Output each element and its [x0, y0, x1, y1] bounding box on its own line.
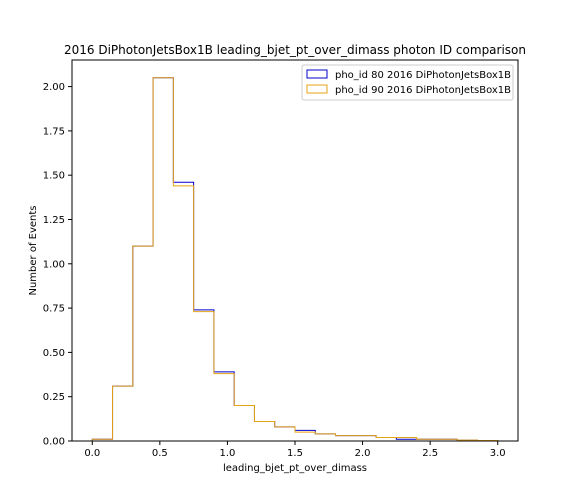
chart-title: 2016 DiPhotonJetsBox1B leading_bjet_pt_o… [64, 43, 526, 57]
y-tick-label: 1.50 [43, 171, 65, 182]
y-tick-label: 2.00 [43, 82, 65, 93]
y-tick-label: 0.50 [43, 348, 65, 359]
plot-area [71, 59, 519, 442]
y-tick-label: 0.25 [43, 392, 65, 403]
legend-label-2: pho_id 90 2016 DiPhotonJetsBox1B [335, 85, 511, 96]
series-line-2 [91, 77, 499, 441]
legend-label-1: pho_id 80 2016 DiPhotonJetsBox1B [335, 70, 511, 81]
plot-frame [71, 59, 519, 442]
x-tick-label: 2.0 [355, 448, 371, 459]
legend-swatch-1 [306, 69, 328, 79]
legend-box [301, 64, 514, 101]
y-axis-title: Number of Events [28, 205, 39, 295]
legend: pho_id 80 2016 DiPhotonJetsBox1B pho_id 9… [301, 64, 514, 101]
x-axis: 0.0 0.5 1.0 1.5 2.0 2.5 3.0 [84, 441, 506, 459]
y-tick-label: 1.00 [43, 259, 65, 270]
x-tick-label: 1.0 [219, 448, 235, 459]
x-tick-label: 2.5 [422, 448, 438, 459]
y-tick-label: 0.75 [43, 304, 65, 315]
y-tick-label: 0.00 [43, 437, 65, 448]
y-tick-label: 1.25 [43, 215, 65, 226]
legend-swatch-2 [306, 84, 328, 94]
x-tick-label: 3.0 [490, 448, 506, 459]
y-tick-label: 1.75 [43, 126, 65, 137]
x-axis-title: leading_bjet_pt_over_dimass [223, 463, 367, 474]
x-tick-label: 0.5 [152, 448, 168, 459]
y-axis: 0.00 0.25 0.50 0.75 1.00 1.25 1.50 1.75 2.00 [43, 82, 72, 448]
x-tick-label: 1.5 [287, 448, 303, 459]
x-tick-label: 0.0 [84, 448, 100, 459]
